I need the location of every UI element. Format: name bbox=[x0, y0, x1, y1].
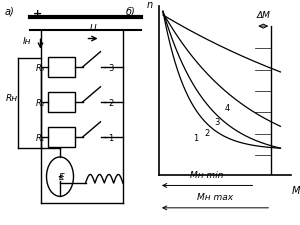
Text: R₁: R₁ bbox=[36, 133, 45, 142]
Text: Mн max: Mн max bbox=[197, 193, 233, 201]
Text: 4: 4 bbox=[225, 104, 230, 112]
Text: 1: 1 bbox=[193, 134, 199, 143]
Text: U: U bbox=[90, 24, 96, 33]
Bar bbox=[48, 93, 75, 112]
Text: Rн: Rн bbox=[6, 94, 18, 103]
Text: E: E bbox=[58, 172, 64, 181]
Bar bbox=[48, 128, 75, 147]
Text: a): a) bbox=[4, 7, 14, 17]
Text: R₂: R₂ bbox=[36, 98, 45, 107]
Text: M: M bbox=[292, 186, 300, 196]
Text: 1: 1 bbox=[108, 133, 113, 142]
Text: n: n bbox=[146, 0, 152, 10]
Text: 3: 3 bbox=[214, 117, 220, 126]
Text: R₃: R₃ bbox=[36, 63, 45, 72]
Text: +: + bbox=[33, 9, 42, 19]
Text: ΔM: ΔM bbox=[256, 11, 270, 20]
Bar bbox=[48, 58, 75, 78]
Text: б): б) bbox=[126, 7, 136, 17]
Text: 2: 2 bbox=[108, 98, 113, 107]
Text: 2: 2 bbox=[204, 129, 209, 138]
Text: Mн min: Mн min bbox=[190, 170, 224, 179]
Text: Iн: Iн bbox=[22, 37, 31, 46]
Text: 3: 3 bbox=[108, 63, 113, 72]
